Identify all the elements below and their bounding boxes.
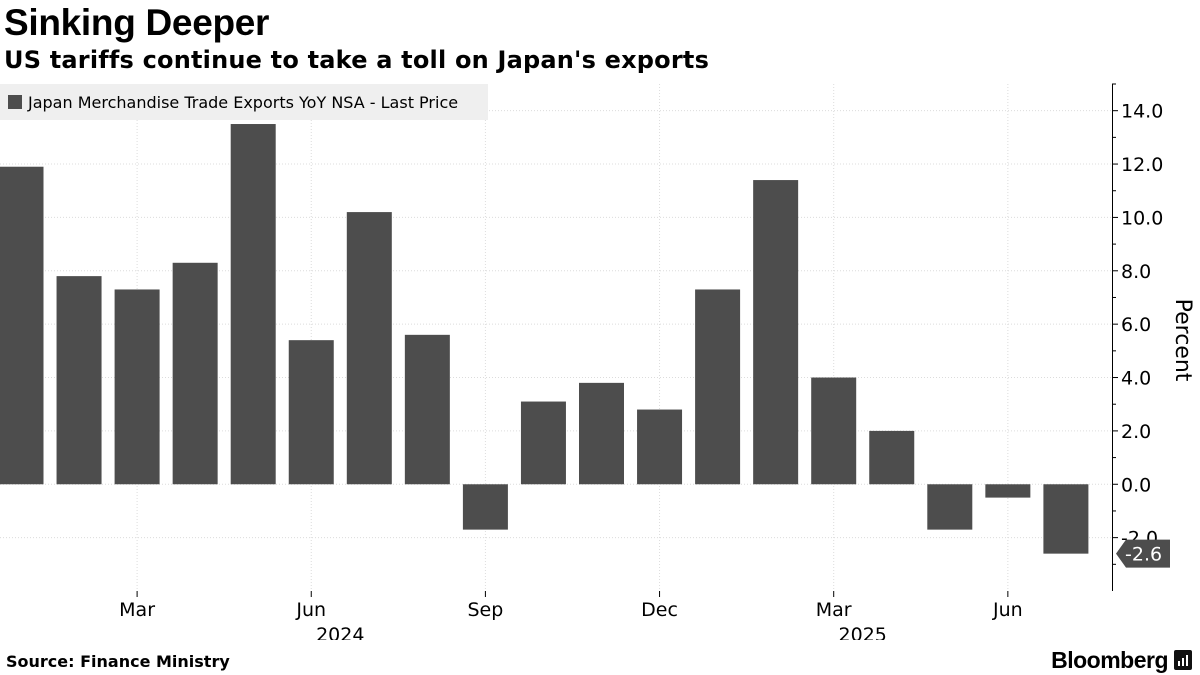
bar-sep-2024	[462, 484, 508, 530]
bar-jul-2025	[1043, 484, 1089, 554]
bar-mar-2025	[811, 377, 857, 485]
y-tick-label: 0.0	[1121, 474, 1151, 496]
legend-swatch	[8, 95, 22, 109]
bar-apr-2025	[869, 430, 915, 485]
last-value-label: -2.6	[1125, 544, 1162, 566]
bar-chart: Japan Merchandise Trade Exports YoY NSA …	[0, 83, 1195, 640]
bar-may-2024	[230, 124, 276, 485]
y-axis-title: Percent	[1170, 299, 1195, 382]
x-tick-label: Jun	[992, 599, 1023, 621]
bar-jun-2024	[288, 340, 334, 485]
x-year-label: 2024	[316, 624, 364, 640]
x-tick-label: Jun	[295, 599, 326, 621]
bar-aug-2024	[404, 334, 450, 485]
bar-may-2025	[927, 484, 973, 530]
bar-jan-2024	[0, 166, 44, 485]
bar-apr-2024	[172, 262, 218, 485]
y-tick-label: 2.0	[1121, 421, 1151, 443]
source-note: Source: Finance Ministry	[6, 652, 230, 671]
y-tick-label: 12.0	[1121, 154, 1163, 176]
bar-dec-2024	[637, 409, 683, 485]
y-tick-label: 4.0	[1121, 368, 1151, 390]
bar-jan-2025	[695, 289, 741, 485]
legend-label: Japan Merchandise Trade Exports YoY NSA …	[27, 93, 458, 112]
last-value-tag	[1116, 539, 1170, 568]
bloomberg-terminal-icon	[1174, 650, 1192, 670]
x-tick-label: Dec	[641, 599, 678, 621]
y-tick-label: 6.0	[1121, 314, 1151, 336]
x-year-label: 2025	[839, 624, 887, 640]
bar-jun-2025	[985, 484, 1031, 498]
y-tick-label: 8.0	[1121, 261, 1151, 283]
x-tick-label: Mar	[119, 599, 155, 621]
x-tick-label: Mar	[816, 599, 852, 621]
x-tick-label: Sep	[467, 599, 503, 621]
legend-background	[0, 84, 488, 120]
bar-mar-2024	[114, 289, 160, 485]
bar-jul-2024	[346, 212, 392, 485]
y-tick-label: 10.0	[1121, 207, 1163, 229]
chart-subtitle: US tariffs continue to take a toll on Ja…	[4, 46, 710, 74]
chart-title: Sinking Deeper	[4, 2, 270, 43]
bar-feb-2025	[753, 180, 799, 485]
bar-feb-2024	[56, 276, 102, 485]
bar-nov-2024	[579, 382, 624, 485]
brand-logo: Bloomberg	[1051, 647, 1168, 673]
bar-oct-2024	[520, 401, 566, 485]
y-tick-label: 14.0	[1121, 101, 1163, 123]
